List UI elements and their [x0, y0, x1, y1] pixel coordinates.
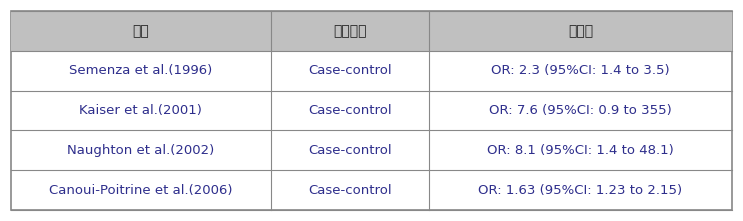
Text: 리스크: 리스크 [568, 24, 593, 38]
Text: OR: 8.1 (95%CI: 1.4 to 48.1): OR: 8.1 (95%CI: 1.4 to 48.1) [487, 144, 674, 157]
Text: OR: 2.3 (95%CI: 1.4 to 3.5): OR: 2.3 (95%CI: 1.4 to 3.5) [491, 64, 670, 77]
Text: Case-control: Case-control [308, 104, 392, 117]
Text: OR: 7.6 (95%CI: 0.9 to 355): OR: 7.6 (95%CI: 0.9 to 355) [489, 104, 672, 117]
Text: Case-control: Case-control [308, 184, 392, 196]
Text: OR: 1.63 (95%CI: 1.23 to 2.15): OR: 1.63 (95%CI: 1.23 to 2.15) [478, 184, 683, 196]
Bar [11, 11, 732, 210]
Bar [11, 11, 732, 51]
Text: Kaiser et al.(2001): Kaiser et al.(2001) [80, 104, 202, 117]
Text: Semenza et al.(1996): Semenza et al.(1996) [69, 64, 212, 77]
Text: 연구유형: 연구유형 [333, 24, 366, 38]
Text: Naughton et al.(2002): Naughton et al.(2002) [68, 144, 215, 157]
Text: Case-control: Case-control [308, 64, 392, 77]
Text: 출처: 출처 [132, 24, 149, 38]
Text: Canoui-Poitrine et al.(2006): Canoui-Poitrine et al.(2006) [49, 184, 233, 196]
Text: Case-control: Case-control [308, 144, 392, 157]
